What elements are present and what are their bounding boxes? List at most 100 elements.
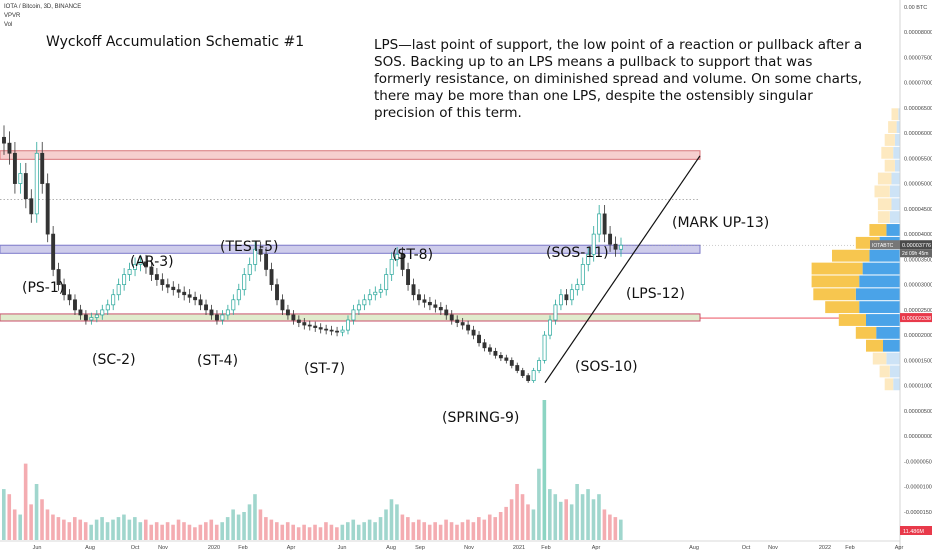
indicator-vpvr-label[interactable]: VPVR — [4, 13, 21, 19]
volume-bar — [122, 514, 126, 540]
candle-body — [433, 304, 438, 308]
volume-bar — [83, 522, 88, 540]
vp-buy-bar — [884, 159, 895, 172]
vp-sell-bar — [855, 288, 900, 301]
volume-bar — [526, 504, 530, 540]
candles-layer — [2, 125, 623, 383]
symbol-tag: IOTABTC — [872, 243, 894, 249]
indicator-vol-label[interactable]: Vol — [4, 22, 13, 28]
x-tick-label: Feb — [238, 545, 247, 550]
candle-body — [62, 284, 67, 296]
support-price-tag-bg — [900, 313, 932, 323]
candle-body — [340, 329, 345, 333]
x-tick-label: Oct — [742, 545, 751, 550]
volume-bar — [231, 509, 235, 540]
event-label: (LPS-12) — [626, 286, 685, 302]
candle-body — [176, 289, 181, 293]
markup-trendline — [544, 155, 701, 383]
candle-body — [477, 334, 481, 344]
volume-bar — [111, 519, 115, 540]
volume-bar — [176, 519, 181, 540]
volume-bar — [329, 524, 334, 540]
volume-bar — [247, 504, 252, 540]
candle-body — [438, 307, 443, 311]
candle-body — [455, 319, 460, 323]
vp-buy-bar — [832, 249, 870, 262]
vp-sell-bar — [886, 224, 900, 236]
candle-body — [378, 289, 383, 293]
volume-bar — [389, 499, 394, 540]
volume-bar — [165, 522, 170, 540]
vp-sell-bar — [891, 172, 900, 185]
candle-body — [56, 269, 61, 285]
candle-body — [346, 319, 350, 331]
volume-bar — [411, 522, 416, 540]
vp-buy-bar — [838, 314, 866, 326]
volume-bar — [160, 524, 164, 540]
volume-bar — [100, 517, 104, 540]
volume-bar — [23, 463, 28, 540]
volume-bar — [302, 524, 306, 540]
volume-bar — [591, 499, 596, 540]
volume-bar — [444, 519, 448, 540]
symbol-info[interactable]: IOTA / Bitcoin, 3D, BINANCE — [4, 4, 82, 10]
candle-body — [384, 274, 389, 291]
volume-bar — [378, 517, 383, 540]
volume-bar — [253, 494, 257, 540]
vp-sell-bar — [889, 185, 900, 198]
zone-lps-zone — [0, 244, 701, 254]
candle-body — [280, 299, 285, 311]
x-tick-label: Sep — [415, 545, 425, 550]
volume-bar — [531, 509, 536, 540]
vp-buy-bar — [874, 185, 890, 198]
x-tick-label: Aug — [386, 545, 396, 550]
volume-bar — [460, 522, 465, 540]
volume-bar — [416, 519, 421, 540]
volume-bar — [504, 506, 508, 540]
candle-body — [171, 286, 176, 291]
candle-body — [602, 213, 607, 235]
candle-body — [34, 152, 39, 215]
candle-body — [482, 342, 487, 349]
candle-body — [389, 259, 394, 275]
countdown-tag: 2d 09h 45m — [902, 251, 928, 257]
vp-sell-bar — [889, 211, 900, 224]
vp-buy-bar — [869, 224, 887, 236]
volume-bar — [275, 522, 279, 540]
x-tick-label: Feb — [845, 545, 854, 550]
volume-bar — [569, 504, 574, 540]
candle-body — [89, 317, 94, 321]
vp-buy-bar — [891, 108, 899, 121]
candle-body — [231, 299, 236, 311]
candle-body — [187, 294, 192, 298]
volume-bar — [422, 522, 427, 540]
vp-buy-bar — [811, 275, 860, 288]
candle-body — [111, 294, 116, 306]
countdown-tag-bg — [900, 249, 932, 258]
volume-bar — [537, 468, 541, 540]
volume-bar — [471, 522, 476, 540]
y-tick-label: -0.00000500 — [904, 459, 932, 465]
volume-bar — [373, 522, 377, 540]
candle-body — [400, 253, 405, 270]
vp-sell-bar — [889, 365, 900, 378]
vp-buy-bar — [879, 365, 890, 378]
candle-body — [105, 304, 110, 311]
volume-bar — [384, 509, 388, 540]
volume-bar — [351, 519, 356, 540]
volume-bar — [209, 519, 214, 540]
volume-bar — [406, 517, 410, 540]
volume-bar — [236, 514, 241, 540]
event-label: (ST-7) — [304, 361, 345, 377]
event-label: (SPRING-9) — [442, 410, 519, 426]
y-tick-label: 0.00000500 — [904, 409, 932, 415]
candle-body — [67, 294, 72, 301]
candle-body — [537, 360, 542, 371]
candle-body — [613, 243, 618, 250]
x-tick-label: Feb — [541, 545, 550, 550]
candle-body — [193, 296, 198, 301]
volume-bar — [127, 519, 132, 540]
candle-body — [100, 309, 105, 316]
